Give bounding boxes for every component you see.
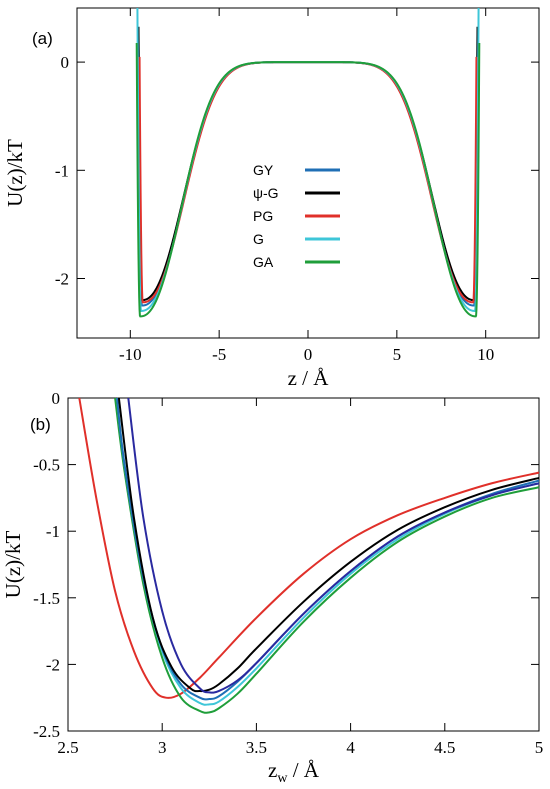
panel-a-plot-frame [76, 7, 540, 339]
legend-label-1: ψ-G [253, 185, 279, 201]
panel-b-x-axis-title-sub: w [277, 771, 288, 786]
panel-a-y-tick-label: 0 [61, 53, 70, 72]
panel-b-y-tick-label: 0 [52, 389, 61, 408]
panel-a-curve-pg [138, 56, 478, 304]
panel-b-label: (b) [30, 415, 51, 434]
panel-a-ticks: -10 -5 0 5 10 0 -1 -2 [55, 8, 539, 364]
panel-b-ticks: 2.5 3 3.5 4 4.5 5 0 -0.5 -1 -1.5 -2 -2.5 [33, 389, 543, 757]
panel-a: (a) -10 -5 0 5 10 0 -1 -2 GY ψ-G PG G GA z / Å U(z)… [3, 7, 540, 390]
panel-a-curves [135, 7, 481, 318]
panel-b-curve-4 [117, 397, 540, 693]
panel-b-y-tick-label: -1.5 [33, 589, 60, 608]
panel-b-y-axis-title: U(z)/kT [1, 531, 25, 599]
legend-label-3: G [253, 231, 264, 247]
panel-b-x-tick-label: 3 [158, 738, 167, 757]
panel-a-x-tick-label: -5 [212, 345, 226, 364]
panel-b-plot-frame [67, 397, 540, 732]
panel-b-x-tick-label: 2.5 [57, 738, 78, 757]
panel-b-curve-5 [127, 397, 540, 694]
panel-b-x-axis-title: zw / Å [268, 758, 320, 786]
panel-a-legend: GY ψ-G PG G GA [253, 162, 340, 270]
panel-a-x-tick-label: -10 [119, 345, 142, 364]
panel-b-y-tick-label: -2 [46, 655, 60, 674]
panel-a-x-axis-title: z / Å [288, 366, 330, 390]
panel-a-label: (a) [32, 29, 53, 48]
panel-a-x-tick-label: 5 [393, 345, 402, 364]
panel-b-y-tick-label: -0.5 [33, 456, 60, 475]
legend-label-2: PG [253, 208, 273, 224]
panel-a-x-tick-label: 10 [477, 345, 494, 364]
panel-a-curve-g [136, 7, 480, 312]
panel-b-curve-1 [114, 397, 540, 714]
panel-b-x-tick-label: 5 [535, 738, 544, 757]
legend-label-4: GA [253, 254, 274, 270]
panel-b-x-axis-title-main: z [268, 758, 277, 782]
panel-b-y-tick-label: -1 [46, 522, 60, 541]
panel-b: (b) 2.5 3 3.5 4 4.5 5 0 -0.5 -1 -1.5 -2 -2.5 zw / Å… [1, 389, 543, 786]
panel-a-y-tick-label: -1 [55, 161, 69, 180]
legend-label-0: GY [253, 162, 274, 178]
panel-b-x-axis-title-rest: / Å [287, 758, 319, 782]
panel-a-y-tick-label: -2 [55, 269, 69, 288]
panel-b-curves [78, 397, 540, 714]
panel-a-curve-ga [135, 42, 481, 318]
panel-b-x-tick-label: 4 [346, 738, 355, 757]
panel-a-curve-xxg [137, 26, 479, 302]
panel-b-curve-3 [115, 397, 540, 701]
panel-a-y-axis-title: U(z)/kT [3, 139, 27, 207]
panel-b-curve-0 [78, 397, 540, 699]
panel-b-curve-2 [115, 397, 540, 706]
panel-a-x-tick-label: 0 [304, 345, 313, 364]
panel-b-x-tick-label: 4.5 [434, 738, 455, 757]
panel-b-y-tick-label: -2.5 [33, 722, 60, 741]
panel-b-x-tick-label: 3.5 [246, 738, 267, 757]
